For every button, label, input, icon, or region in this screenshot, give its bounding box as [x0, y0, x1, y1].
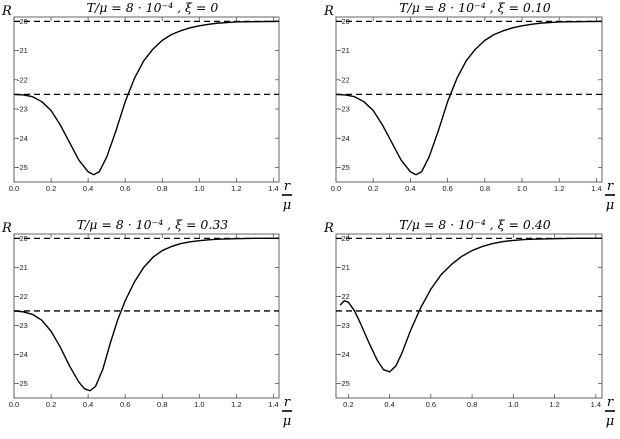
y-tick-label: -21: [339, 46, 350, 55]
chart-title: T/μ = 8 · 10⁻⁴ , ξ = 0: [87, 0, 219, 15]
x-tick-label: 0.6: [426, 400, 436, 409]
x-tick-label: 0.8: [157, 400, 167, 409]
y-tick-label: -24: [339, 134, 350, 143]
x-tick-label: 0.2: [343, 400, 353, 409]
chart-title: T/μ = 8 · 10⁻⁴ , ξ = 0.33: [77, 217, 229, 232]
x-tick-label: 0.6: [442, 184, 452, 193]
x-tick-label: 0.4: [405, 184, 415, 193]
x-tick-label: 1.2: [549, 400, 559, 409]
chart-title: T/μ = 8 · 10⁻⁴ , ξ = 0.10: [399, 0, 551, 15]
y-tick-label: -25: [17, 163, 28, 172]
y-tick-label: -20: [17, 17, 28, 26]
panel-3: 0.0 0.2 0.4 0.6 0.8 1.0 1.2 1.4 -20 -21 -22 -23 -24 -…: [1, 217, 292, 429]
x-tick-label: 0.0: [331, 184, 341, 193]
y-tick-label: -24: [17, 134, 28, 143]
y-tick-label: -21: [17, 46, 28, 55]
y-tick-label: -25: [339, 379, 350, 388]
y-tick-label: -25: [339, 163, 350, 172]
panel-2: 0.0 0.2 0.4 0.6 0.8 1.0 1.2 1.4 -20 -21 -22 -23 -24 -…: [323, 0, 615, 213]
y-tick-label: -24: [17, 350, 28, 359]
y-tick-label: -21: [17, 263, 28, 272]
x-tick-label: 0.4: [83, 184, 93, 193]
x-tick-label: 0.8: [157, 184, 167, 193]
x-axis-label-numerator: r: [607, 179, 614, 194]
x-tick-label: 1.4: [268, 400, 278, 409]
x-tick-label: 1.4: [268, 184, 278, 193]
y-tick-label: -20: [339, 17, 350, 26]
series-line: [335, 20, 603, 176]
x-tick-label: 1.2: [231, 184, 241, 193]
x-tick-label: 0.0: [9, 184, 19, 193]
x-axis-label-denominator: μ: [283, 198, 291, 213]
x-axis-label-denominator: μ: [606, 198, 614, 213]
y-tick-label: -25: [17, 379, 28, 388]
series-line: [339, 237, 602, 373]
panel-1: 0.0 0.2 0.4 0.6 0.8 1.0 1.2 1.4 -20 -21 -22 -23 -24 -…: [1, 0, 292, 213]
x-tick-label: 1.4: [591, 184, 601, 193]
y-tick-label: -22: [17, 292, 28, 301]
panel-4: 0.2 0.4 0.6 0.8 1.0 1.2 1.4 -20 -21 -22 -23 -24 -25 T…: [323, 217, 615, 429]
y-axis-label: R: [323, 4, 334, 19]
y-tick-label: -20: [17, 234, 28, 243]
y-tick-label: -22: [339, 292, 350, 301]
x-tick-label: 0.2: [368, 184, 378, 193]
y-tick-label: -23: [17, 321, 28, 330]
x-tick-label: 0.6: [120, 400, 130, 409]
y-tick-label: -22: [339, 75, 350, 84]
y-tick-label: -22: [17, 75, 28, 84]
x-axis-label-numerator: r: [284, 395, 291, 410]
y-tick-label: -24: [339, 350, 350, 359]
x-axis-label-denominator: μ: [283, 414, 291, 429]
y-tick-label: -23: [339, 321, 350, 330]
x-tick-label: 0.0: [9, 400, 19, 409]
x-tick-label: 0.6: [120, 184, 130, 193]
chart-title: T/μ = 8 · 10⁻⁴ , ξ = 0.40: [399, 217, 551, 232]
x-axis-label-denominator: μ: [606, 414, 614, 429]
plot-frame: [335, 16, 603, 183]
x-tick-label: 1.0: [517, 184, 527, 193]
y-tick-label: -23: [17, 105, 28, 114]
x-tick-label: 0.4: [83, 400, 93, 409]
x-axis-label-numerator: r: [607, 395, 614, 410]
x-tick-label: 1.4: [591, 400, 601, 409]
plot-frame: [335, 233, 603, 399]
x-tick-label: 0.2: [46, 400, 56, 409]
x-tick-label: 1.2: [554, 184, 564, 193]
x-tick-label: 1.0: [194, 400, 204, 409]
x-tick-label: 0.4: [384, 400, 394, 409]
y-tick-label: -23: [339, 105, 350, 114]
y-axis-label: R: [323, 221, 334, 236]
y-tick-label: -21: [339, 263, 350, 272]
x-axis-label-numerator: r: [284, 179, 291, 194]
plot-frame: [13, 233, 280, 399]
plot-frame: [13, 16, 280, 183]
y-tick-label: -20: [339, 234, 350, 243]
x-tick-label: 1.0: [508, 400, 518, 409]
x-tick-label: 0.8: [467, 400, 477, 409]
y-axis-label: R: [1, 4, 12, 19]
x-tick-label: 0.2: [46, 184, 56, 193]
x-tick-label: 1.2: [231, 400, 241, 409]
series-line: [13, 237, 279, 392]
x-tick-label: 1.0: [194, 184, 204, 193]
series-line: [13, 20, 280, 176]
x-tick-label: 0.8: [480, 184, 490, 193]
y-axis-label: R: [1, 221, 12, 236]
